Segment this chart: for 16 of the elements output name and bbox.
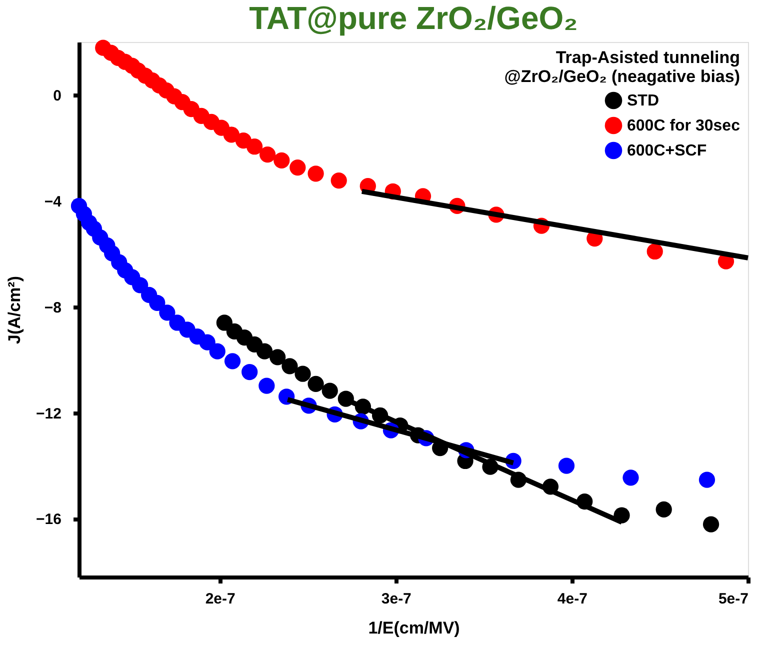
y-tick-label: −12: [36, 405, 62, 422]
legend-title: Trap-Asisted tunneling @ZrO₂/GeO₂ (neagative bias): [504, 48, 740, 86]
legend-label: 600C for 30sec: [627, 118, 740, 134]
y-axis-title: J(A/cm²): [5, 276, 24, 344]
x-tick-label: 4e-7: [557, 590, 588, 608]
y-tick-label: −16: [36, 511, 62, 528]
legend-label: STD: [627, 92, 659, 110]
x-tick-label: 2e-7: [205, 590, 236, 608]
x-tick-label: 5e-7: [718, 590, 748, 608]
x-tick-label: 3e-7: [381, 590, 412, 608]
y-tick-label: −8: [44, 299, 62, 316]
y-tick-label: −4: [44, 193, 62, 210]
y-tick-label: 0: [53, 87, 62, 104]
x-axis-title: 1/E(cm/MV): [368, 618, 460, 638]
legend-label: 600C+SCF: [627, 142, 707, 160]
chart-title: TAT@pure ZrO₂/GeO₂: [249, 0, 578, 36]
